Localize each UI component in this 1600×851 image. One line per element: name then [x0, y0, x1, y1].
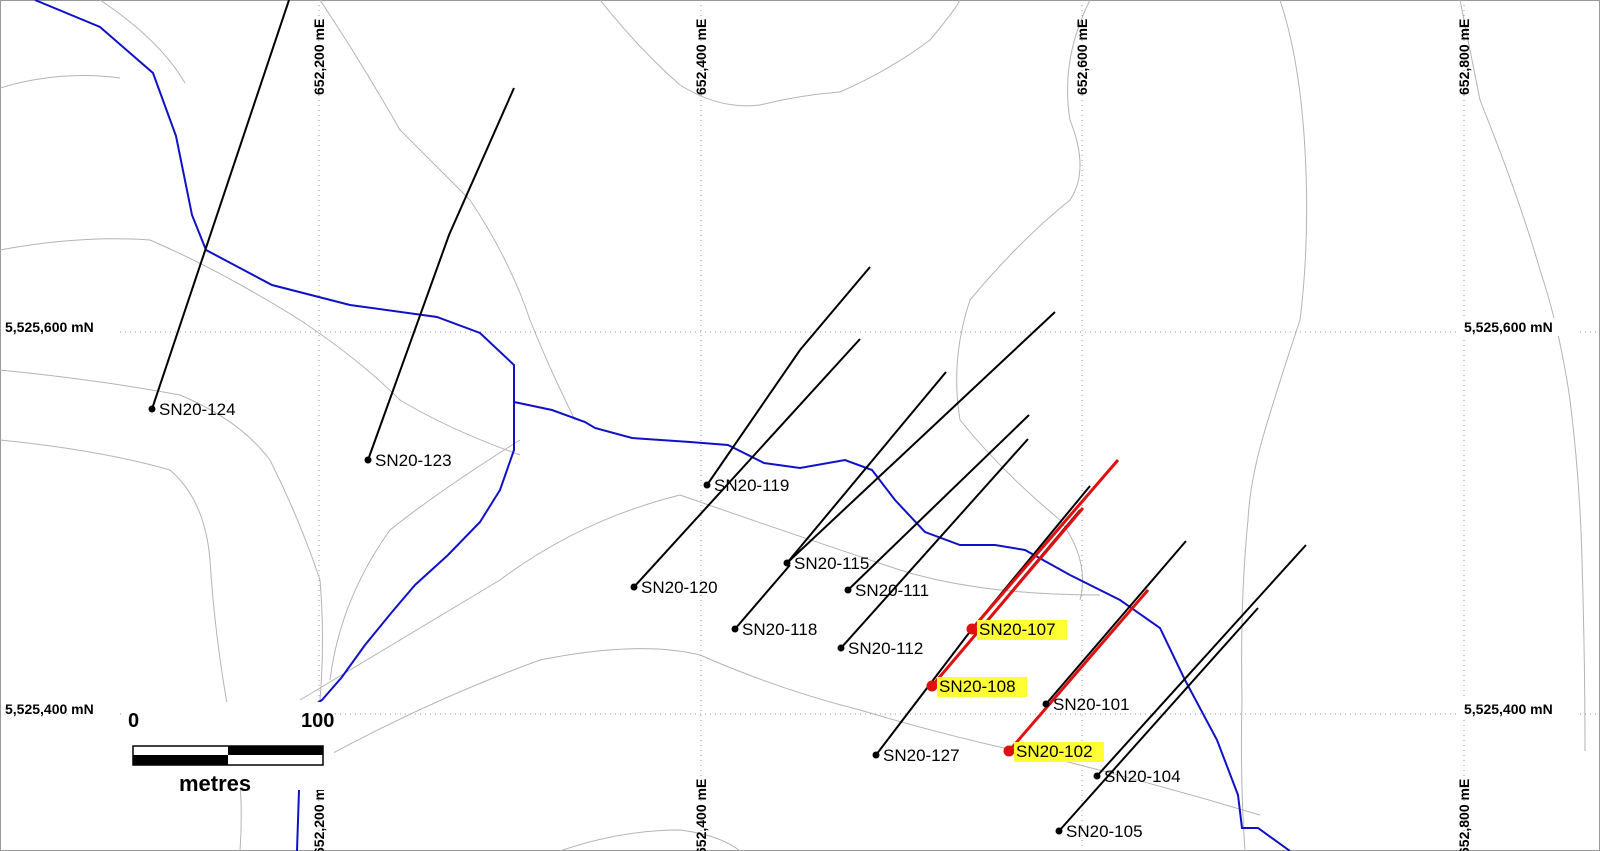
drill-collar-marker [630, 583, 638, 591]
northing-labels: 5,525,600 mN 5,525,600 mN 5,525,400 mN 5… [2, 318, 1578, 718]
easting-label: 652,800 mE [1456, 779, 1472, 851]
drill-collar-marker [1003, 745, 1015, 757]
northing-label: 5,525,400 mN [1464, 701, 1553, 717]
drill-collar-marker [844, 586, 852, 594]
contour-line [1459, 0, 1586, 752]
drill-trace [847, 414, 1030, 591]
drill-trace [706, 266, 871, 486]
contour-line [956, 0, 1091, 601]
northing-label: 5,525,600 mN [5, 319, 94, 335]
contour-line [329, 439, 521, 681]
easting-labels-bottom: 652,200 mE 652,400 mE 652,800 mE [311, 779, 1472, 851]
easting-label: 652,800 mE [1456, 19, 1472, 95]
contour-line [299, 494, 1101, 701]
drill-collar-marker [148, 405, 156, 413]
contour-line [0, 369, 323, 701]
contour-line [319, 648, 1261, 816]
drill-collar-marker [364, 456, 372, 464]
drill-trace [151, 0, 290, 410]
drill-collar-marker [837, 644, 845, 652]
drill-hole-label: SN20-112 [848, 639, 923, 658]
drill-hole-label: SN20-115 [794, 554, 869, 573]
contour-line [0, 0, 186, 89]
drill-collar-marker [1042, 700, 1050, 708]
drill-trace [633, 338, 861, 588]
highlight-drill-trace [930, 507, 1085, 687]
scale-start-label: 0 [128, 710, 139, 732]
scale-bar: 0 100 metres [124, 702, 334, 796]
scale-segment-dark [228, 746, 323, 755]
northing-label: 5,525,600 mN [1464, 319, 1553, 335]
drill-hole-label: SN20-120 [641, 578, 718, 597]
drill-hole-label: SN20-118 [742, 620, 817, 639]
drill-hole-label: SN20-105 [1066, 822, 1143, 841]
drill-collar-marker [783, 559, 791, 567]
label-highlight-background [977, 620, 1067, 640]
drill-collar-marker [1055, 827, 1063, 835]
contour-line [599, 0, 961, 107]
highlight-drill-trace [1007, 589, 1150, 752]
drill-hole-label: SN20-104 [1104, 767, 1181, 786]
drill-trace [734, 564, 791, 630]
drill-trace [1096, 544, 1307, 777]
easting-label: 652,200 mE [311, 19, 327, 95]
drill-collar-marker [926, 680, 938, 692]
drill-collars: SN20-124 SN20-123 SN20-119 SN20-120 SN20-115… [148, 400, 1181, 841]
drill-trace [1045, 540, 1187, 705]
drill-trace [367, 87, 515, 461]
drill-hole-label: SN20-123 [375, 451, 452, 470]
contour-line [559, 829, 741, 851]
scale-end-label: 100 [301, 710, 334, 732]
easting-label: 652,200 mE [311, 779, 327, 851]
label-highlight-background [1014, 742, 1104, 762]
highlight-drill-trace [970, 459, 1120, 630]
stream-line [34, 0, 515, 851]
drill-hole-label: SN20-127 [883, 746, 960, 765]
drill-trace [875, 628, 973, 756]
easting-label: 652,600 mE [1074, 19, 1090, 95]
drill-collar-marker [731, 625, 739, 633]
drill-collar-marker [872, 751, 880, 759]
easting-labels-top: 652,200 mE 652,400 mE 652,600 mE 652,800… [311, 19, 1472, 95]
drill-hole-label: SN20-119 [714, 476, 789, 495]
drill-hole-label: SN20-102 [1016, 742, 1093, 761]
drill-collar-marker [703, 481, 711, 489]
drill-collar-marker [966, 623, 978, 635]
drill-hole-label: SN20-101 [1053, 695, 1130, 714]
contour-line [1240, 0, 1308, 851]
contour-line [319, 0, 576, 421]
drill-hole-label: SN20-124 [159, 400, 236, 419]
drill-hole-label: SN20-107 [979, 620, 1056, 639]
drill-trace [1058, 607, 1259, 832]
easting-label: 652,400 mE [693, 19, 709, 95]
contour-line [0, 238, 521, 456]
drill-trace [786, 371, 947, 564]
drill-hole-label: SN20-111 [855, 581, 929, 600]
drill-traces [151, 0, 1307, 832]
drill-trace [786, 311, 1056, 564]
label-highlight-background [937, 677, 1027, 697]
drill-hole-label: SN20-108 [939, 677, 1016, 696]
stream-line [513, 401, 1291, 851]
drill-collar-marker [1093, 772, 1101, 780]
northing-label: 5,525,400 mN [5, 701, 94, 717]
drill-trace [840, 438, 1029, 649]
easting-label: 652,400 mE [693, 779, 709, 851]
scale-unit-label: metres [179, 771, 251, 796]
scale-segment-dark [133, 755, 228, 765]
